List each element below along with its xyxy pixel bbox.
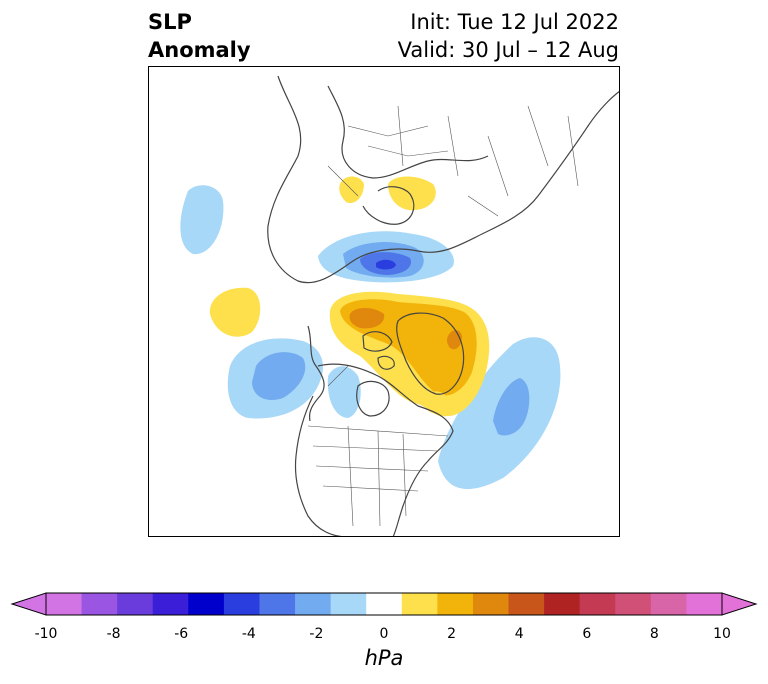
colorbar-swatch bbox=[544, 593, 581, 615]
colorbar-swatch bbox=[81, 593, 118, 615]
title-line-1: SLP bbox=[148, 10, 192, 34]
colorbar bbox=[0, 586, 768, 626]
border-lines-eurasia bbox=[327, 105, 579, 217]
colorbar-swatch bbox=[330, 593, 367, 615]
colorbar-swatch bbox=[401, 593, 438, 615]
anomaly-low-barents-center bbox=[376, 259, 396, 270]
coastlines bbox=[267, 75, 620, 537]
coastline-hudson-bay bbox=[356, 380, 390, 417]
anomaly-low-alaska-inner bbox=[252, 352, 306, 401]
colorbar-tick-label: -8 bbox=[106, 626, 121, 642]
coastline-europe-inner bbox=[327, 85, 489, 179]
colorbar-swatch bbox=[437, 593, 474, 615]
colorbar-unit-label: hPa bbox=[364, 646, 404, 670]
colorbar-tick-label: 8 bbox=[649, 626, 659, 642]
negative-anomaly-areas bbox=[180, 185, 561, 490]
colorbar-swatch bbox=[46, 593, 83, 615]
map-panel bbox=[148, 66, 620, 537]
colorbar-tick-label: -2 bbox=[309, 626, 324, 642]
colorbar-tick-label: 6 bbox=[582, 626, 592, 642]
border-lines-na bbox=[307, 365, 449, 527]
colorbar-swatch bbox=[117, 593, 154, 615]
colorbar-border bbox=[45, 592, 723, 616]
colorbar-swatch bbox=[472, 593, 510, 615]
anomaly-low-north-pacific bbox=[180, 185, 224, 255]
colorbar-swatch bbox=[686, 593, 723, 615]
coastline-alaska bbox=[307, 325, 325, 422]
colorbar-tick-label: 10 bbox=[713, 626, 731, 642]
coastline-north-america bbox=[317, 363, 454, 537]
valid-range: Valid: 30 Jul – 12 Aug bbox=[397, 38, 619, 62]
title-line-2: Anomaly bbox=[148, 38, 251, 62]
colorbar-swatch bbox=[188, 593, 225, 615]
colorbar-swatch bbox=[295, 593, 332, 615]
coastline-eurasia bbox=[267, 75, 620, 284]
colorbar-tick-label: -6 bbox=[174, 626, 189, 642]
date-info: Init: Tue 12 Jul 2022 Valid: 30 Jul – 12… bbox=[398, 8, 619, 64]
init-date: Init: Tue 12 Jul 2022 bbox=[410, 10, 619, 34]
anomaly-low-hudson bbox=[327, 366, 361, 418]
anomaly-high-europe-2 bbox=[388, 176, 436, 211]
coastline-greenland bbox=[396, 312, 465, 395]
colorbar-swatch bbox=[508, 593, 545, 615]
colorbar-graphic bbox=[10, 592, 758, 616]
colorbar-tick-label: -4 bbox=[241, 626, 256, 642]
colorbar-swatch bbox=[259, 593, 296, 615]
colorbar-extend-min bbox=[10, 592, 47, 616]
colorbar-swatch bbox=[152, 593, 189, 615]
colorbar-extend-max bbox=[721, 592, 758, 616]
colorbar-swatch bbox=[615, 593, 652, 615]
colorbar-tick-label: 0 bbox=[379, 626, 389, 642]
colorbar-swatch bbox=[579, 593, 616, 615]
borders bbox=[307, 105, 579, 527]
colorbar-tick-label: -10 bbox=[34, 626, 58, 642]
anomaly-low-atlantic-inner bbox=[493, 378, 530, 436]
anomaly-map bbox=[148, 66, 620, 537]
colorbar-swatch bbox=[650, 593, 687, 615]
colorbar-swatch bbox=[223, 593, 260, 615]
anomaly-high-labrador bbox=[424, 391, 448, 414]
anomaly-high-greenland-core-1 bbox=[349, 308, 385, 329]
colorbar-swatch bbox=[366, 593, 403, 615]
coastline-west-na bbox=[294, 395, 349, 537]
coastline-archipelago bbox=[362, 331, 395, 370]
coastline-scandinavia bbox=[362, 186, 415, 225]
colorbar-tick-label: 4 bbox=[514, 626, 524, 642]
anomaly-high-pacific bbox=[209, 287, 261, 337]
map-title: SLP Anomaly bbox=[148, 8, 251, 64]
colorbar-tick-label: 2 bbox=[447, 626, 457, 642]
